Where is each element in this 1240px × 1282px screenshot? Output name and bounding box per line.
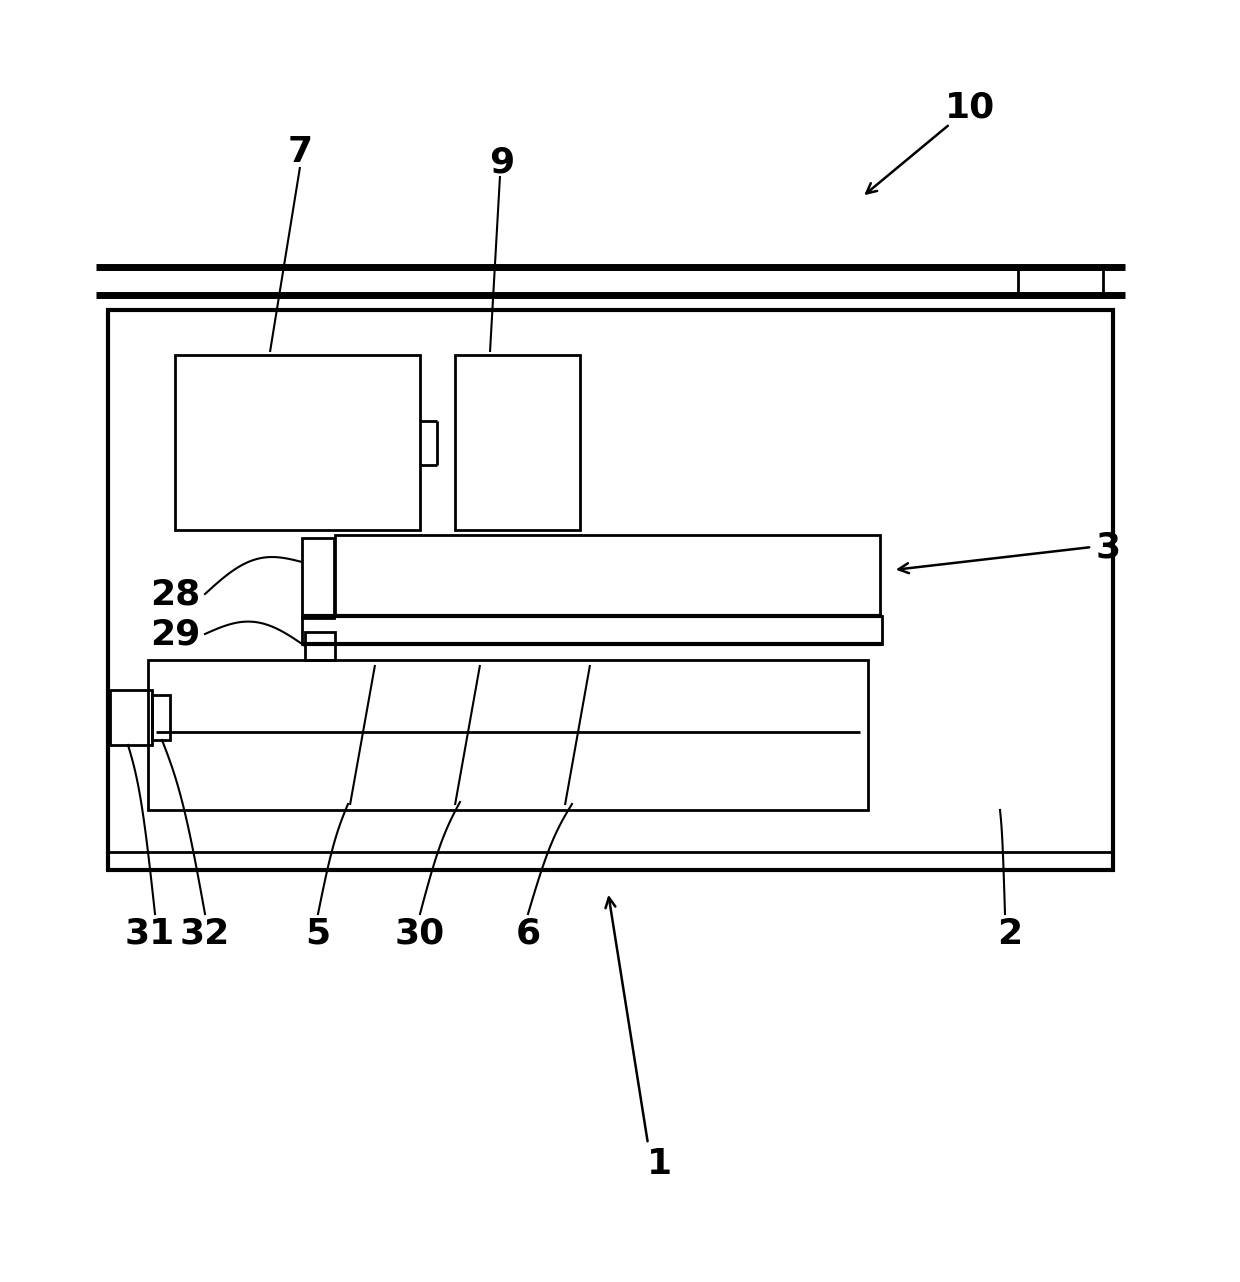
Bar (303, 615, 882, 644)
Bar (303, 538, 334, 618)
Bar (153, 695, 170, 740)
Bar (335, 535, 880, 615)
Bar (110, 690, 153, 745)
Bar (455, 355, 580, 529)
Text: 5: 5 (305, 917, 331, 951)
Text: 31: 31 (125, 917, 175, 951)
Text: 1: 1 (647, 1147, 672, 1181)
Text: 30: 30 (394, 917, 445, 951)
Bar (1018, 267, 1104, 295)
Bar (108, 310, 1114, 870)
Bar (305, 632, 335, 660)
Text: 28: 28 (150, 577, 200, 612)
Text: 7: 7 (288, 135, 312, 169)
Text: 10: 10 (945, 90, 996, 124)
Bar (148, 660, 868, 810)
Bar (175, 355, 420, 529)
Text: 6: 6 (516, 917, 541, 951)
Text: 3: 3 (1095, 529, 1121, 564)
Text: 9: 9 (490, 145, 515, 179)
Text: 29: 29 (150, 617, 200, 651)
Text: 2: 2 (997, 917, 1023, 951)
Text: 32: 32 (180, 917, 231, 951)
